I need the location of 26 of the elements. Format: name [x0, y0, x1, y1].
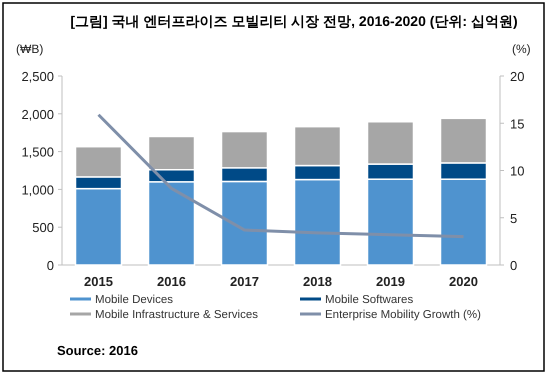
x-tick-label: 2018 [303, 274, 332, 289]
legend-label: Mobile Softwares [325, 294, 414, 306]
y2-tick-label: 0 [510, 258, 518, 273]
chart-title: [그림] 국내 엔터프라이즈 모빌리티 시장 전망, 2016-2020 (단위: 십억원) [70, 13, 518, 29]
y-axis-title: (₩B) [16, 42, 44, 56]
source-note: Source: 2016 [57, 343, 138, 358]
legend-label: Mobile Devices [95, 294, 174, 306]
y-tick-label: 500 [32, 220, 54, 236]
y2-tick-label: 15 [510, 116, 524, 132]
line-series [97, 113, 465, 238]
x-tick-label: 2016 [157, 274, 186, 289]
y2-axis-title: (%) [512, 42, 531, 56]
y2-tick-label: 5 [510, 210, 518, 226]
legend-label: Enterprise Mobility Growth (%) [325, 309, 482, 321]
y-tick-label: 1,000 [21, 182, 54, 198]
y2-tick-label: 20 [510, 69, 524, 84]
y-tick-label: 2,500 [21, 69, 54, 84]
y-tick-label: 1,500 [21, 144, 54, 160]
x-tick-label: 2015 [84, 274, 113, 289]
x-tick-label: 2020 [449, 274, 478, 289]
y2-tick-label: 10 [510, 164, 524, 178]
legend-label: Mobile Infrastructure & Services [95, 309, 258, 321]
y-tick-label: 0 [46, 258, 54, 273]
y-tick-label: 2,000 [21, 106, 54, 122]
x-tick-label: 2017 [230, 274, 259, 289]
x-tick-label: 2019 [376, 274, 405, 289]
